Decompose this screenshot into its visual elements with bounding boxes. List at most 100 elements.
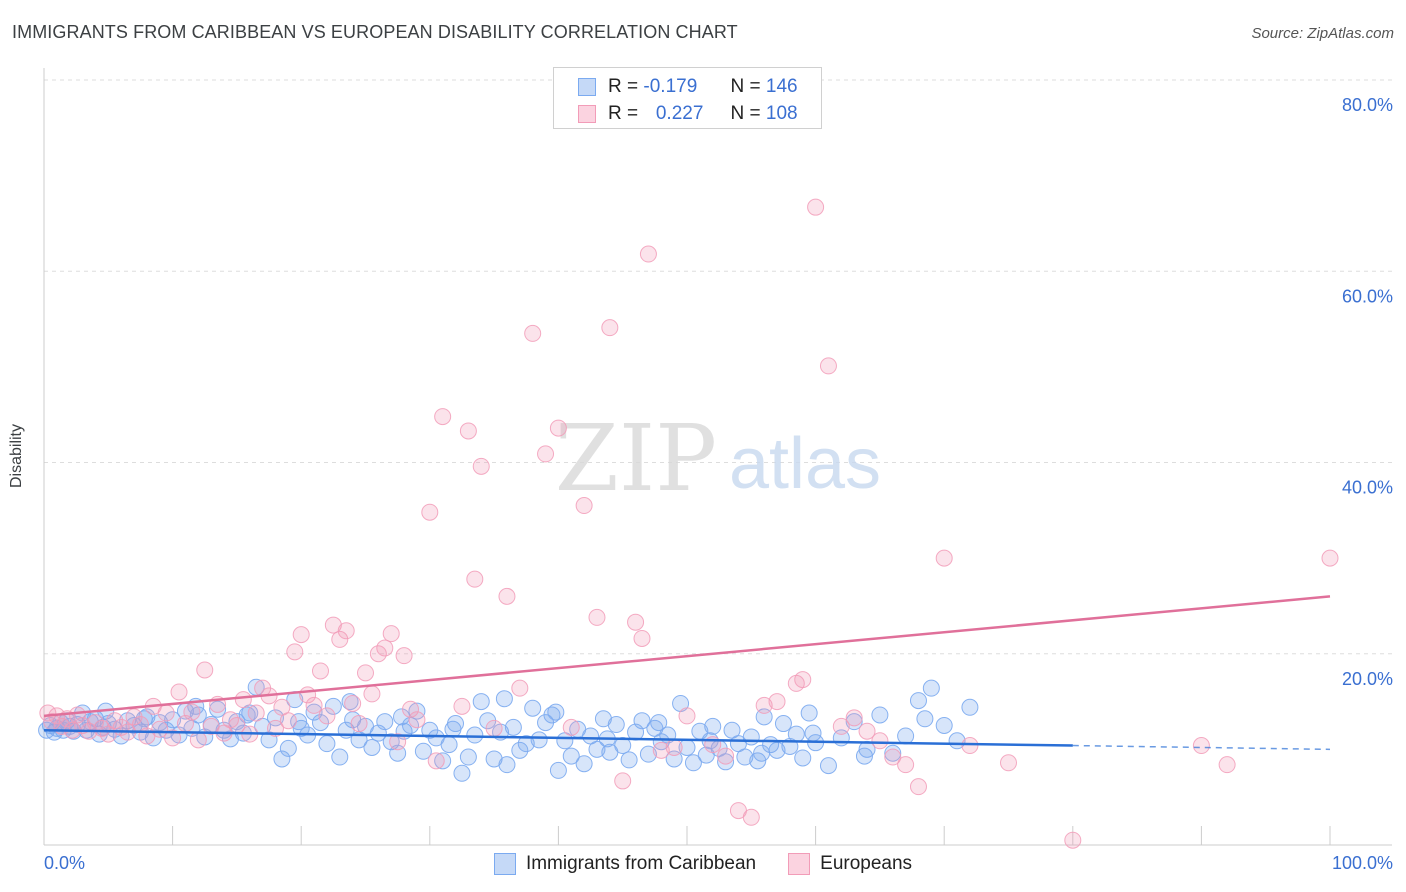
series-legend: Immigrants from Caribbean Europeans bbox=[0, 853, 1406, 875]
data-point-caribbean bbox=[909, 692, 927, 710]
data-point-europeans bbox=[305, 696, 323, 714]
data-point-caribbean bbox=[517, 735, 535, 753]
data-point-europeans bbox=[935, 549, 953, 567]
data-point-europeans bbox=[742, 808, 760, 826]
data-point-europeans bbox=[318, 707, 336, 725]
data-point-europeans bbox=[286, 643, 304, 661]
data-point-caribbean bbox=[511, 741, 529, 759]
data-point-caribbean bbox=[376, 713, 394, 731]
data-point-europeans bbox=[588, 608, 606, 626]
data-point-europeans bbox=[221, 711, 239, 729]
data-point-europeans bbox=[961, 737, 979, 755]
data-point-europeans bbox=[311, 662, 329, 680]
data-point-caribbean bbox=[472, 693, 490, 711]
data-point-caribbean bbox=[787, 725, 805, 743]
data-point-europeans bbox=[434, 408, 452, 426]
data-point-caribbean bbox=[562, 747, 580, 765]
data-point-europeans bbox=[74, 716, 92, 734]
data-point-caribbean bbox=[800, 704, 818, 722]
watermark-atlas: atlas bbox=[729, 424, 881, 504]
legend-swatch-europeans bbox=[578, 105, 596, 123]
data-point-europeans bbox=[382, 625, 400, 643]
data-point-caribbean bbox=[530, 731, 548, 749]
data-point-europeans bbox=[601, 319, 619, 337]
data-point-europeans bbox=[665, 738, 683, 756]
data-point-europeans bbox=[909, 778, 927, 796]
data-point-europeans bbox=[498, 587, 516, 605]
data-point-europeans bbox=[279, 712, 297, 730]
data-point-europeans bbox=[524, 324, 542, 342]
data-point-europeans bbox=[884, 748, 902, 766]
data-point-caribbean bbox=[884, 744, 902, 762]
legend-label-caribbean: Immigrants from Caribbean bbox=[525, 853, 757, 874]
data-point-europeans bbox=[363, 685, 381, 703]
data-point-europeans bbox=[344, 694, 362, 712]
data-point-europeans bbox=[350, 715, 368, 733]
data-point-europeans bbox=[164, 729, 182, 747]
data-point-caribbean bbox=[935, 716, 953, 734]
data-point-europeans bbox=[151, 720, 169, 738]
legend-n-value: 108 bbox=[765, 103, 798, 124]
data-point-caribbean bbox=[794, 749, 812, 767]
data-point-caribbean bbox=[588, 740, 606, 758]
data-point-caribbean bbox=[819, 757, 837, 775]
data-point-caribbean bbox=[753, 744, 771, 762]
data-point-caribbean bbox=[209, 700, 227, 718]
data-point-caribbean bbox=[311, 714, 329, 732]
data-point-europeans bbox=[897, 756, 915, 774]
data-point-europeans bbox=[1218, 756, 1236, 774]
data-point-caribbean bbox=[774, 715, 792, 733]
data-point-caribbean bbox=[961, 698, 979, 716]
data-point-europeans bbox=[427, 752, 445, 770]
legend-n-value: 146 bbox=[765, 76, 798, 97]
stats-legend: R = -0.179 N = 146 R = 0.227 N = 108 bbox=[553, 67, 822, 129]
data-point-europeans bbox=[1192, 737, 1210, 755]
gridlines bbox=[44, 79, 1392, 655]
data-point-europeans bbox=[408, 711, 426, 729]
data-point-europeans bbox=[755, 696, 773, 714]
data-point-europeans bbox=[858, 722, 876, 740]
data-point-caribbean bbox=[650, 714, 668, 732]
data-point-europeans bbox=[189, 731, 207, 749]
data-point-europeans bbox=[807, 198, 825, 216]
x-tick-label-min: 0.0% bbox=[44, 853, 85, 873]
data-point-caribbean bbox=[318, 735, 336, 753]
legend-label-europeans: Europeans bbox=[820, 853, 913, 874]
data-point-europeans bbox=[871, 732, 889, 750]
data-point-europeans bbox=[369, 645, 387, 663]
data-point-caribbean bbox=[742, 728, 760, 746]
data-point-europeans bbox=[376, 639, 394, 657]
data-point-europeans bbox=[170, 683, 188, 701]
trend-line-caribbean bbox=[43, 729, 1073, 747]
data-point-europeans bbox=[633, 629, 651, 647]
data-point-europeans bbox=[562, 718, 580, 736]
data-point-europeans bbox=[106, 712, 124, 730]
data-point-caribbean bbox=[639, 745, 657, 763]
data-point-caribbean bbox=[855, 747, 873, 765]
data-point-europeans bbox=[549, 419, 567, 437]
trend-line-caribbean-extension bbox=[1072, 744, 1331, 751]
legend-item-caribbean[interactable]: Immigrants from Caribbean bbox=[493, 853, 757, 875]
data-point-europeans bbox=[266, 719, 284, 737]
data-point-europeans bbox=[459, 422, 477, 440]
data-point-europeans bbox=[1000, 754, 1017, 772]
data-point-caribbean bbox=[633, 712, 651, 730]
data-point-caribbean bbox=[549, 761, 567, 779]
data-point-caribbean bbox=[607, 716, 625, 734]
data-point-europeans bbox=[357, 664, 374, 682]
data-point-europeans bbox=[845, 709, 863, 727]
data-point-europeans bbox=[832, 717, 850, 735]
data-point-europeans bbox=[1321, 549, 1339, 567]
data-point-caribbean bbox=[331, 748, 349, 766]
legend-r-value: -0.179 bbox=[643, 76, 698, 97]
data-point-europeans bbox=[337, 622, 355, 640]
y-tick-label: 40.0% bbox=[1342, 478, 1393, 498]
data-point-caribbean bbox=[804, 724, 822, 742]
data-point-caribbean bbox=[459, 748, 477, 766]
chart-title: IMMIGRANTS FROM CARIBBEAN VS EUROPEAN DI… bbox=[12, 22, 738, 42]
data-point-europeans bbox=[819, 357, 837, 375]
legend-item-europeans[interactable]: Europeans bbox=[788, 853, 912, 875]
data-point-europeans bbox=[331, 630, 349, 648]
data-point-europeans bbox=[466, 570, 484, 588]
